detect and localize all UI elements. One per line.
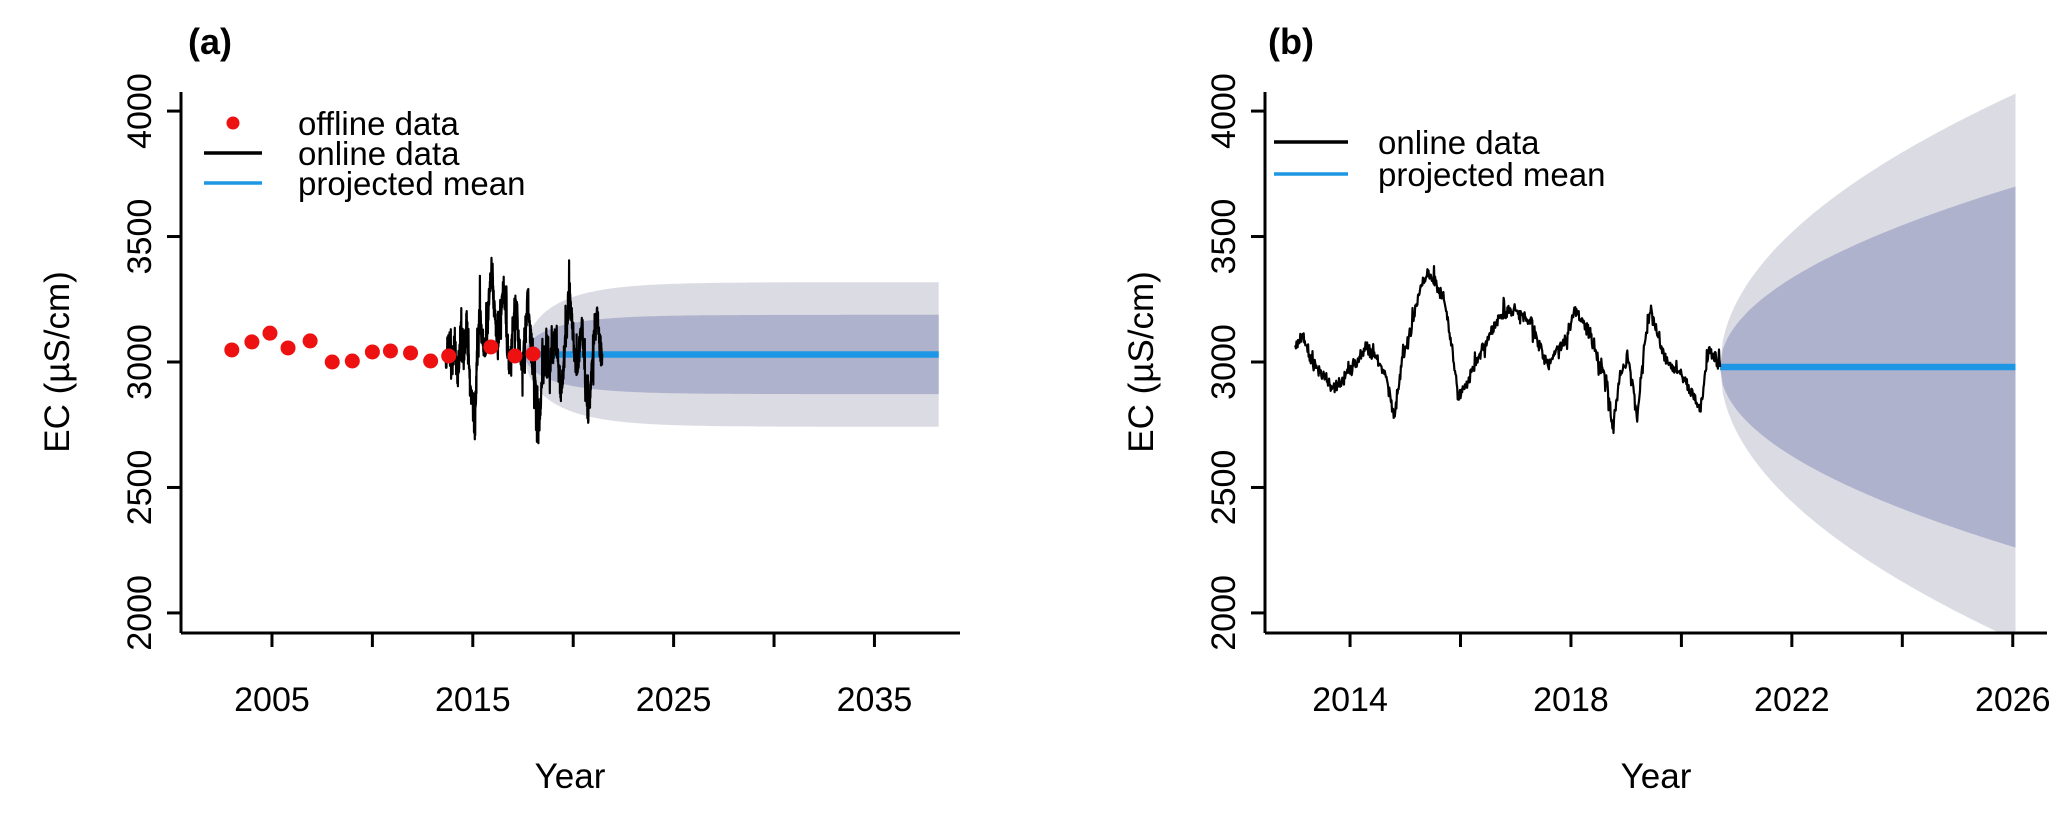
panel-b: 2014 2018 2022 2026 2000 2500 3000 3500 4000 Year… xyxy=(1122,21,2051,796)
offline-data-point-a xyxy=(302,333,318,349)
x-tick-label-b: 2018 xyxy=(1533,681,1609,719)
y-tick-label-a: 3500 xyxy=(121,199,159,275)
y-tick-label-b: 4000 xyxy=(1205,73,1243,149)
y-tick-label-a: 4000 xyxy=(121,73,159,149)
y-tick-label-a: 3000 xyxy=(121,324,159,400)
x-tick-label-b: 2014 xyxy=(1312,681,1388,719)
legend-label: projected mean xyxy=(298,165,525,202)
offline-data-point-a xyxy=(382,343,398,359)
y-tick-label-b: 2000 xyxy=(1205,575,1243,651)
legend-label: offline data xyxy=(298,105,460,142)
y-tick-label-b: 2500 xyxy=(1205,450,1243,526)
y-tick-label-b: 3500 xyxy=(1205,199,1243,275)
offline-data-point-a xyxy=(244,334,260,350)
offline-data-point-a xyxy=(525,346,541,362)
offline-data-point-a xyxy=(224,342,240,358)
x-tick-label-a: 2005 xyxy=(234,681,310,719)
offline-data-point-a xyxy=(403,345,419,361)
panel-a: 2005 2015 2025 2035 2000 2500 3000 3500 4000 Year… xyxy=(38,21,960,796)
x-tick-label-b: 2022 xyxy=(1754,681,1830,719)
panel-title-a: (a) xyxy=(188,21,232,62)
offline-data-point-a xyxy=(262,325,278,341)
x-tick-label-a: 2025 xyxy=(636,681,712,719)
x-axis-label-a: Year xyxy=(535,757,606,796)
offline-data-point-a xyxy=(344,353,360,369)
legend-label: online data xyxy=(298,135,460,172)
offline-data-point-a xyxy=(324,354,340,370)
legend-point-marker xyxy=(226,116,240,130)
y-axis-label-a: EC (µS/cm) xyxy=(38,271,77,453)
online-data-series-a xyxy=(444,256,604,445)
plot-area-b xyxy=(1294,93,2016,633)
online-data-series-b xyxy=(1294,265,1722,435)
x-tick-label-a: 2015 xyxy=(435,681,511,719)
x-tick-label-a: 2035 xyxy=(837,681,913,719)
y-tick-label-a: 2500 xyxy=(121,450,159,526)
legend-label: projected mean xyxy=(1378,156,1605,193)
offline-data-point-a xyxy=(507,348,523,364)
y-tick-label-a: 2000 xyxy=(121,575,159,651)
offline-data-point-a xyxy=(280,340,296,356)
offline-data-point-a xyxy=(364,344,380,360)
legend-label: online data xyxy=(1378,124,1540,161)
x-tick-label-b: 2026 xyxy=(1975,681,2051,719)
offline-data-point-a xyxy=(423,353,439,369)
plot-area-a xyxy=(224,256,939,445)
x-axis-label-b: Year xyxy=(1621,757,1692,796)
y-axis-label-b: EC (µS/cm) xyxy=(1122,271,1161,453)
offline-data-point-a xyxy=(483,339,499,355)
panel-title-b: (b) xyxy=(1268,21,1314,62)
offline-data-point-a xyxy=(441,348,457,364)
y-tick-label-b: 3000 xyxy=(1205,324,1243,400)
